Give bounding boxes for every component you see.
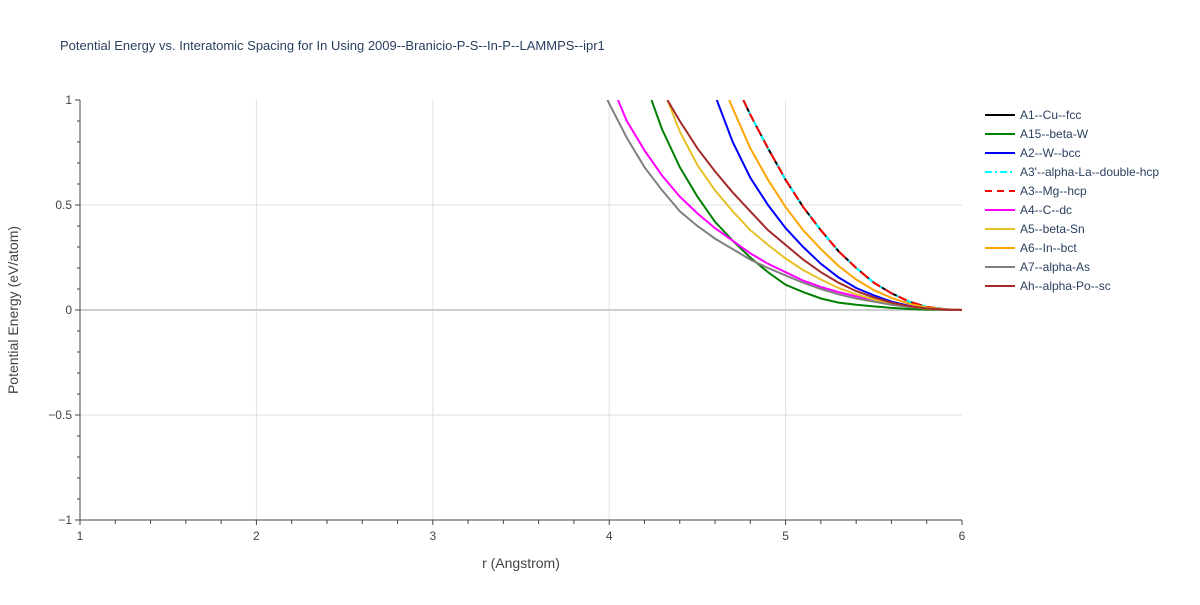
legend-label: A4--C--dc: [1020, 203, 1072, 217]
series-line-A15--beta-W: [650, 100, 962, 311]
series-line-A7--alpha-As: [606, 100, 962, 311]
legend[interactable]: A1--Cu--fcc A15--beta-W A2--W--bcc A3'--alp…: [985, 108, 1159, 293]
legend-label: A3'--alpha-La--double-hcp: [1020, 165, 1159, 179]
legend-item[interactable]: A1--Cu--fcc: [985, 108, 1081, 122]
legend-item[interactable]: A3'--alpha-La--double-hcp: [985, 165, 1159, 179]
legend-item[interactable]: Ah--alpha-Po--sc: [985, 279, 1111, 293]
legend-label: Ah--alpha-Po--sc: [1020, 279, 1111, 293]
legend-label: A5--beta-Sn: [1020, 222, 1085, 236]
legend-item[interactable]: A15--beta-W: [985, 127, 1089, 141]
legend-label: A15--beta-W: [1020, 127, 1089, 141]
x-tick-label: 3: [429, 529, 436, 543]
legend-label: A2--W--bcc: [1020, 146, 1080, 160]
series-line-A3--Mg--hcp: [742, 100, 962, 311]
y-tick-label: 0: [65, 303, 72, 317]
x-tick-label: 6: [959, 529, 966, 543]
legend-item[interactable]: A7--alpha-As: [985, 260, 1090, 274]
x-tick-label: 4: [606, 529, 613, 543]
legend-label: A1--Cu--fcc: [1020, 108, 1081, 122]
y-tick-label: 0.5: [55, 198, 72, 212]
grid-layer: [80, 100, 962, 520]
y-tick-label: −0.5: [48, 408, 72, 422]
legend-item[interactable]: A5--beta-Sn: [985, 222, 1085, 236]
legend-label: A3--Mg--hcp: [1020, 184, 1087, 198]
x-tick-label: 1: [77, 529, 84, 543]
x-tick-label: 5: [782, 529, 789, 543]
axis-layer: 1 2 3 4 5 6 1 0.5 0 −0.5 −1: [48, 93, 965, 543]
legend-item[interactable]: A2--W--bcc: [985, 146, 1080, 160]
y-tick-label: −1: [58, 513, 72, 527]
series-line-Ah--alpha-Po--sc: [666, 100, 962, 311]
y-tick-label: 1: [65, 93, 72, 107]
legend-label: A6--In--bct: [1020, 241, 1077, 255]
y-axis-title: Potential Energy (eV/atom): [5, 226, 21, 394]
legend-item[interactable]: A4--C--dc: [985, 203, 1072, 217]
x-tick-label: 2: [253, 529, 260, 543]
x-axis-title: r (Angstrom): [482, 555, 560, 571]
legend-item[interactable]: A3--Mg--hcp: [985, 184, 1087, 198]
legend-item[interactable]: A6--In--bct: [985, 241, 1077, 255]
series-layer: [606, 100, 962, 311]
chart-title: Potential Energy vs. Interatomic Spacing…: [60, 38, 605, 53]
legend-label: A7--alpha-As: [1020, 260, 1090, 274]
series-line-A6--In--bct: [728, 100, 962, 311]
